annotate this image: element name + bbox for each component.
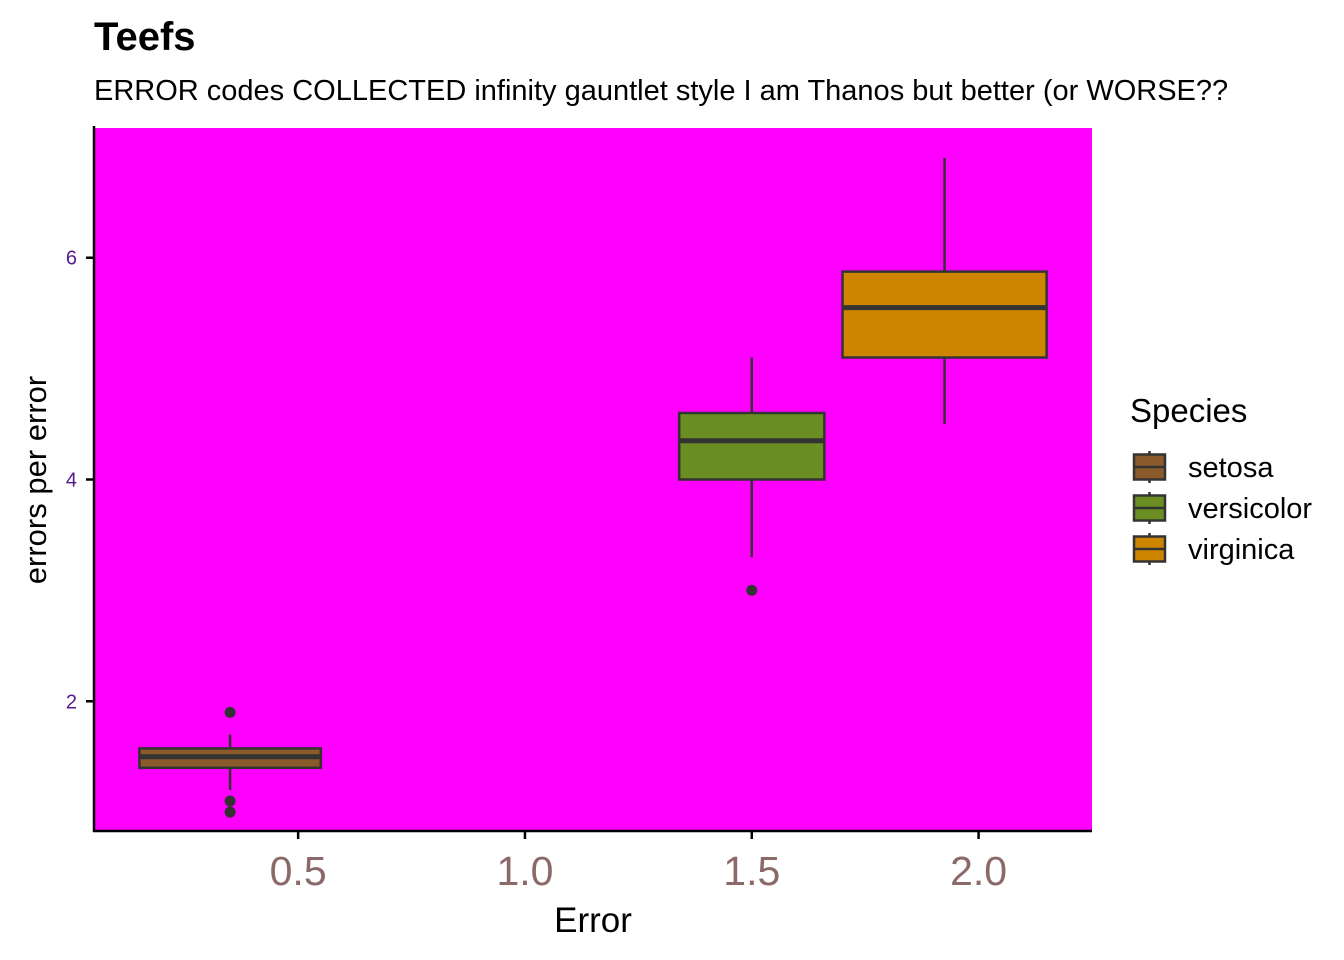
legend-label: versicolor <box>1188 493 1312 525</box>
legend-label: virginica <box>1188 534 1295 566</box>
box-setosa <box>138 706 323 818</box>
y-tick-label: 6 <box>66 248 77 270</box>
outlier-point <box>224 706 236 718</box>
axes-layer: 0.5 1.0 1.5 2.0 2 4 6 <box>66 126 1092 894</box>
box-body <box>841 270 1048 359</box>
y-tick-label: 4 <box>66 470 77 492</box>
box-versicolor <box>677 357 826 596</box>
legend-item-virginica: virginica <box>1132 533 1295 566</box>
y-axis-label: errors per error <box>18 376 53 584</box>
y-tick-label: 2 <box>66 691 77 713</box>
x-tick-label: 1.5 <box>723 848 780 894</box>
plot-panel <box>94 128 1092 831</box>
x-tick-label: 1.0 <box>496 848 553 894</box>
chart-subtitle: ERROR codes COLLECTED infinity gauntlet … <box>94 75 1228 107</box>
outlier-point <box>746 584 758 596</box>
box-layer <box>138 157 1048 818</box>
box-body <box>677 411 826 481</box>
outlier-point <box>224 806 236 818</box>
legend: Species setosa versicolor virginica <box>1130 392 1312 566</box>
box-virginica <box>841 157 1048 425</box>
x-tick-label: 0.5 <box>270 848 327 894</box>
legend-item-setosa: setosa <box>1132 451 1274 484</box>
x-tick-label: 2.0 <box>950 848 1007 894</box>
legend-item-versicolor: versicolor <box>1132 492 1312 525</box>
chart-title: Teefs <box>94 15 196 59</box>
legend-title: Species <box>1130 392 1247 429</box>
legend-label: setosa <box>1188 452 1274 484</box>
outlier-point <box>224 795 236 807</box>
x-axis-label: Error <box>554 901 632 940</box>
